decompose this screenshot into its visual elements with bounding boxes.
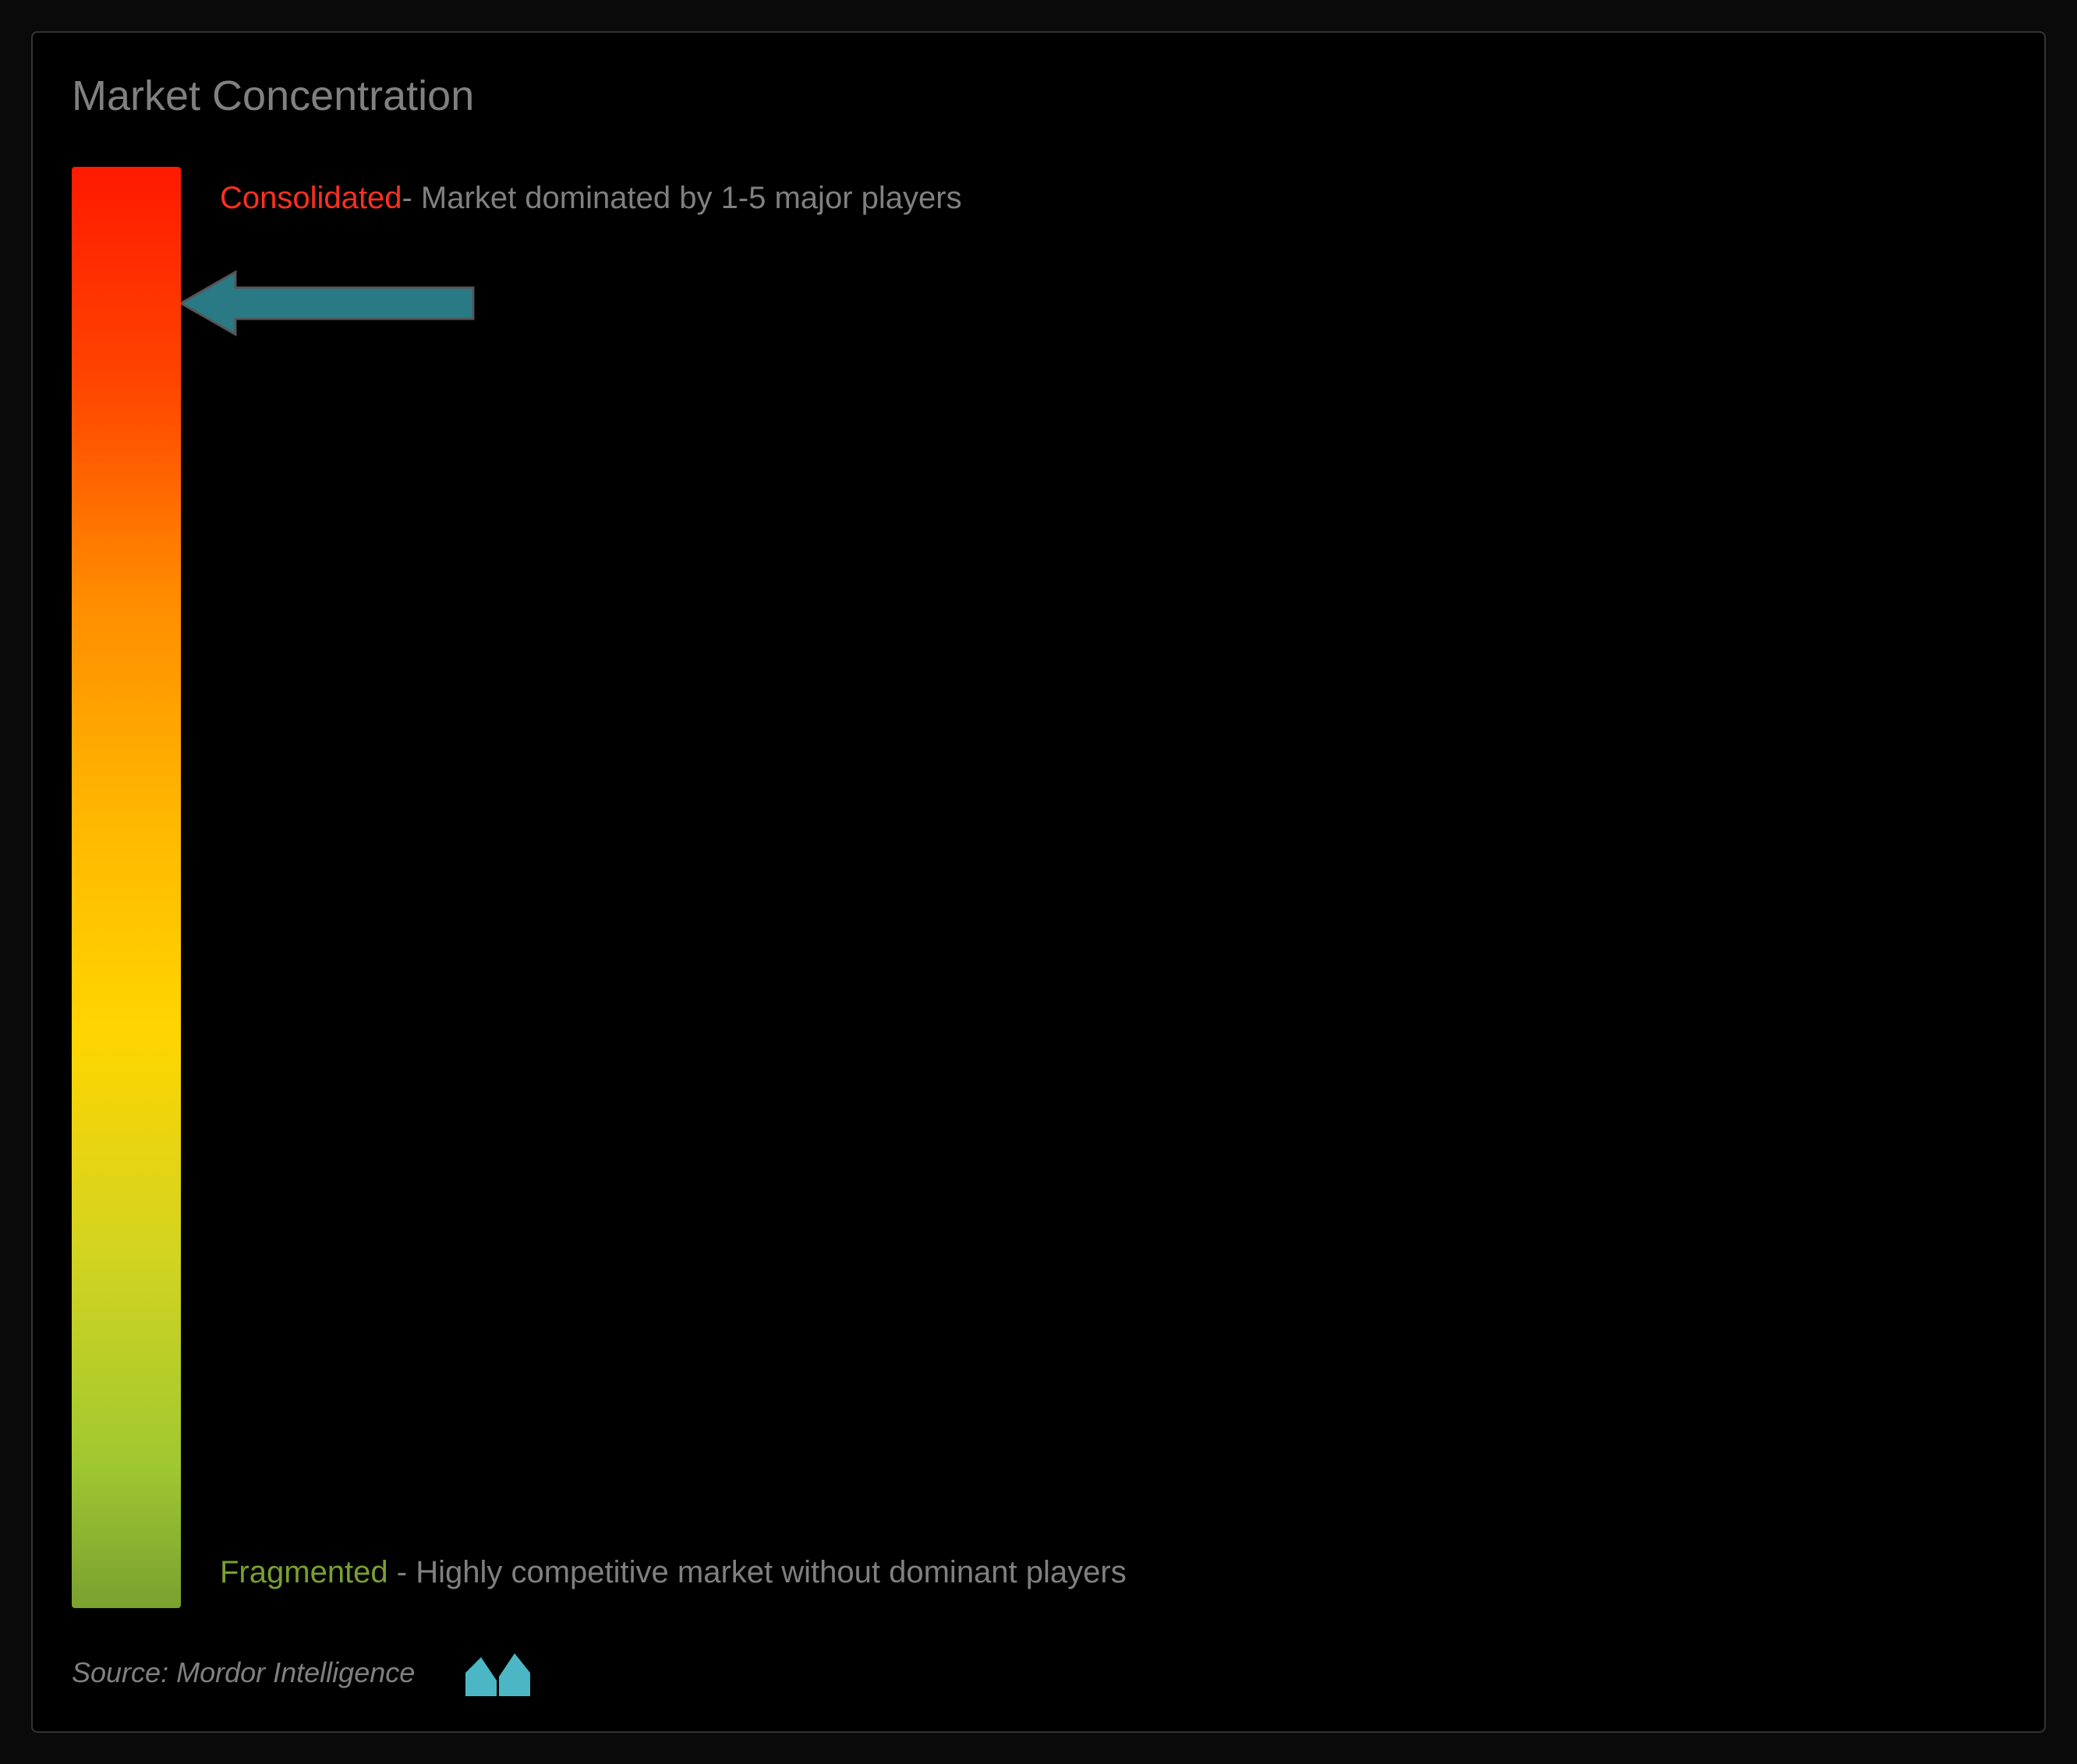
footer: Source: Mordor Intelligence [72,1646,532,1700]
source-attribution: Source: Mordor Intelligence [72,1656,415,1689]
mordor-logo-icon [462,1646,532,1700]
source-name: Mordor Intelligence [176,1656,415,1688]
content-area: Consolidated- Market dominated by 1-5 ma… [72,167,2005,1608]
concentration-gradient-bar [72,167,181,1608]
consolidated-highlight: Consolidated [220,181,402,215]
page-title: Market Concentration [72,72,2005,120]
source-label: Source: [72,1656,168,1688]
labels-area: Consolidated- Market dominated by 1-5 ma… [220,167,2005,1608]
consolidated-description: - Market dominated by 1-5 major players [402,181,962,215]
position-indicator-arrow [181,268,477,342]
fragmented-label: Fragmented - Highly competitive market w… [220,1544,1127,1600]
infographic-container: Market Concentration Consolidated- Marke… [31,31,2046,1733]
fragmented-highlight: Fragmented [220,1555,388,1589]
consolidated-label: Consolidated- Market dominated by 1-5 ma… [220,175,962,221]
fragmented-description: - Highly competitive market without domi… [388,1555,1127,1589]
